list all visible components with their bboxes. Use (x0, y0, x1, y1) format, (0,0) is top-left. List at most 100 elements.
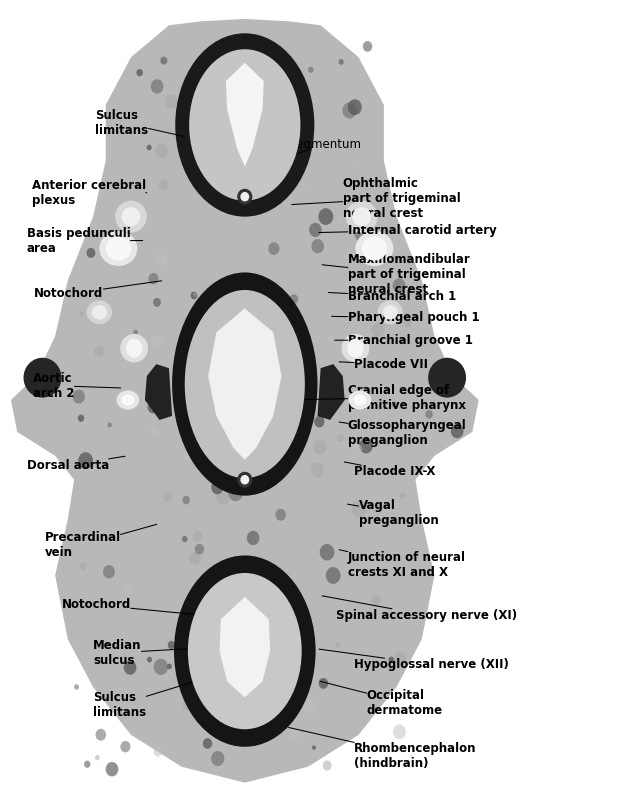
Ellipse shape (126, 338, 142, 358)
Ellipse shape (312, 746, 316, 750)
Ellipse shape (335, 642, 340, 648)
Ellipse shape (211, 481, 224, 494)
Ellipse shape (228, 600, 239, 611)
Ellipse shape (228, 484, 243, 501)
Ellipse shape (86, 248, 95, 258)
Ellipse shape (351, 160, 356, 166)
Ellipse shape (234, 317, 248, 334)
Ellipse shape (237, 189, 252, 205)
Ellipse shape (288, 170, 295, 178)
Ellipse shape (241, 192, 249, 202)
Ellipse shape (358, 182, 363, 189)
Ellipse shape (280, 658, 293, 673)
Ellipse shape (300, 678, 311, 690)
Ellipse shape (79, 562, 86, 570)
Ellipse shape (232, 458, 238, 466)
Ellipse shape (103, 565, 115, 578)
Ellipse shape (451, 424, 464, 438)
Ellipse shape (137, 69, 143, 76)
Ellipse shape (256, 296, 263, 305)
Ellipse shape (95, 755, 100, 761)
Ellipse shape (393, 725, 406, 739)
Ellipse shape (354, 394, 366, 406)
Ellipse shape (172, 273, 318, 496)
Polygon shape (226, 62, 264, 166)
Ellipse shape (92, 305, 107, 319)
Ellipse shape (72, 390, 85, 403)
Ellipse shape (168, 641, 175, 650)
Ellipse shape (193, 531, 203, 542)
Ellipse shape (153, 298, 161, 307)
Ellipse shape (163, 492, 172, 502)
Ellipse shape (124, 660, 137, 674)
Text: Ophthalmic
part of trigeminal
neural crest: Ophthalmic part of trigeminal neural cre… (292, 177, 460, 220)
Ellipse shape (184, 449, 195, 462)
Ellipse shape (371, 594, 381, 606)
Ellipse shape (211, 751, 224, 766)
Ellipse shape (150, 79, 163, 94)
Ellipse shape (234, 186, 239, 191)
Ellipse shape (359, 438, 373, 454)
Ellipse shape (356, 231, 393, 266)
Ellipse shape (84, 761, 90, 768)
Ellipse shape (319, 678, 328, 689)
Ellipse shape (74, 684, 79, 690)
Ellipse shape (193, 292, 197, 297)
Ellipse shape (347, 338, 364, 358)
Ellipse shape (156, 144, 168, 158)
Ellipse shape (203, 188, 215, 201)
Ellipse shape (188, 573, 302, 730)
Ellipse shape (167, 663, 172, 670)
Ellipse shape (342, 102, 357, 118)
Ellipse shape (326, 567, 340, 584)
Text: Branchial arch 1: Branchial arch 1 (328, 290, 456, 303)
Ellipse shape (183, 697, 195, 711)
Ellipse shape (150, 426, 159, 436)
Ellipse shape (87, 300, 112, 324)
Polygon shape (11, 19, 479, 782)
Ellipse shape (378, 300, 403, 324)
Ellipse shape (201, 131, 208, 139)
Ellipse shape (246, 127, 256, 137)
Ellipse shape (159, 179, 168, 190)
Text: Cranial edge of
primitive pharynx: Cranial edge of primitive pharynx (279, 384, 466, 412)
Ellipse shape (311, 462, 324, 478)
Ellipse shape (348, 99, 362, 115)
Ellipse shape (314, 416, 324, 427)
Ellipse shape (305, 188, 311, 194)
Text: Rhombencephalon
(hindbrain): Rhombencephalon (hindbrain) (288, 727, 477, 770)
Ellipse shape (78, 414, 84, 422)
Ellipse shape (147, 145, 152, 150)
Ellipse shape (302, 342, 308, 349)
Ellipse shape (151, 335, 163, 348)
Text: Pharyngeal pouch 1: Pharyngeal pouch 1 (331, 311, 479, 324)
Polygon shape (208, 308, 281, 460)
Ellipse shape (239, 708, 245, 715)
Text: Notochord: Notochord (34, 281, 162, 301)
Ellipse shape (116, 390, 139, 410)
Ellipse shape (100, 231, 137, 266)
Ellipse shape (363, 41, 372, 52)
Ellipse shape (355, 230, 364, 241)
Ellipse shape (106, 246, 120, 262)
Ellipse shape (203, 738, 212, 749)
Ellipse shape (346, 201, 378, 233)
Ellipse shape (253, 649, 258, 655)
Ellipse shape (199, 606, 210, 618)
Ellipse shape (229, 184, 232, 189)
Ellipse shape (79, 311, 84, 317)
Ellipse shape (295, 330, 307, 343)
Ellipse shape (319, 544, 334, 561)
Ellipse shape (78, 452, 93, 469)
Ellipse shape (249, 691, 262, 706)
Text: Occipital
dermatome: Occipital dermatome (320, 682, 443, 717)
Ellipse shape (337, 434, 344, 442)
Ellipse shape (384, 438, 391, 446)
Ellipse shape (147, 402, 158, 414)
Text: Placode IX-X: Placode IX-X (344, 462, 436, 478)
Ellipse shape (154, 746, 163, 757)
Ellipse shape (121, 394, 134, 406)
Ellipse shape (200, 417, 205, 422)
Ellipse shape (313, 439, 326, 454)
Ellipse shape (425, 410, 433, 418)
